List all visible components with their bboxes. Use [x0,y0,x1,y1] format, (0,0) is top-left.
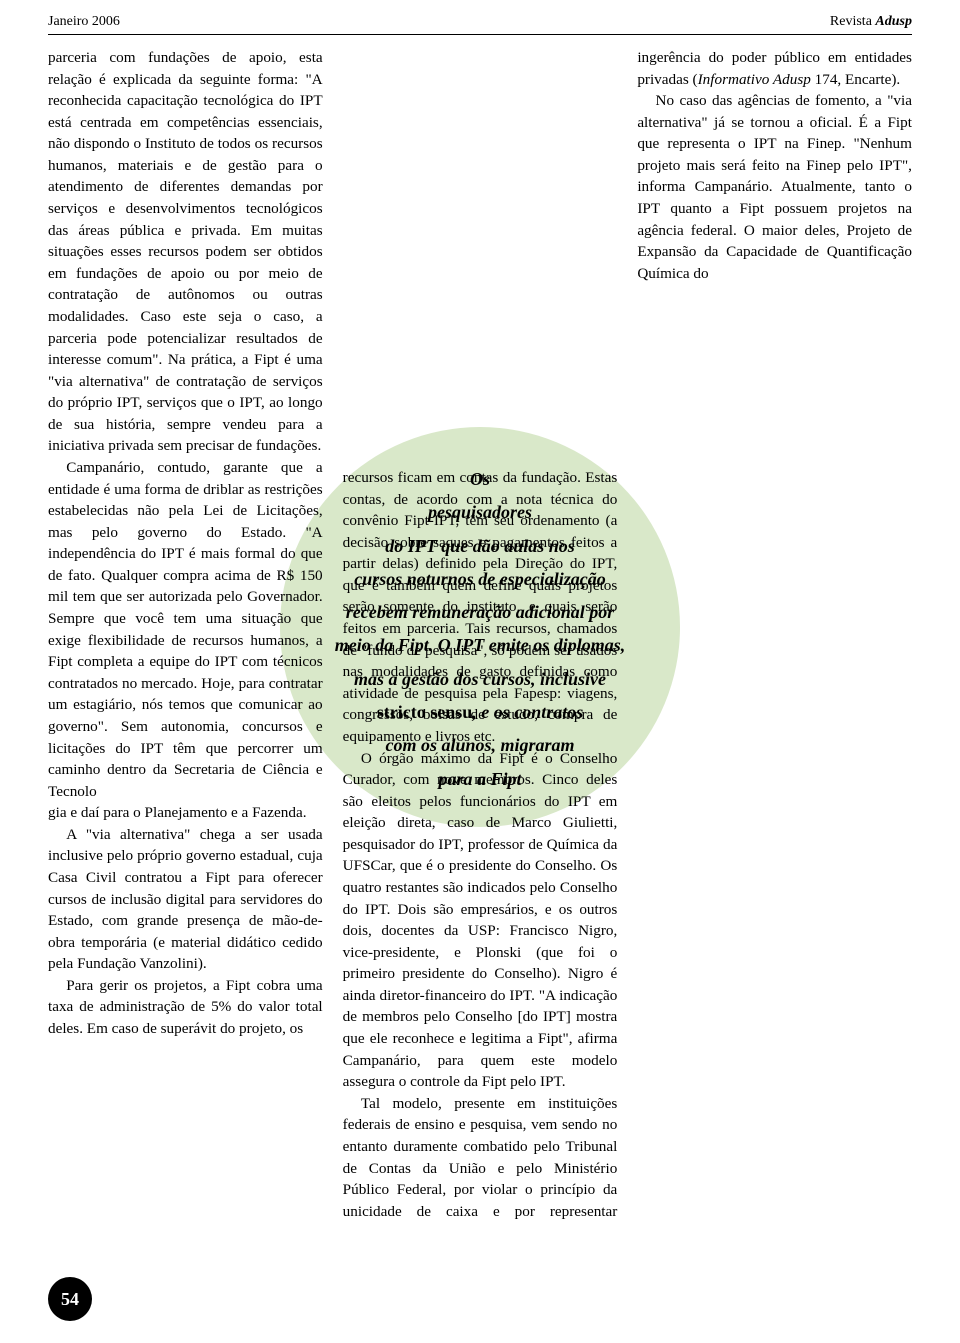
page-number-badge: 54 [48,1277,92,1321]
col2-p1a: gia e daí para o Planejamento e a Fazend… [48,804,307,821]
callout-spacer [343,47,618,467]
col3-p3: No caso das agências de fomento, a "via … [637,90,912,284]
col2-p1c: Para gerir os projetos, a Fipt cobra uma… [48,975,323,1040]
callout-quote: Ospesquisadoresdo IPT que dão aulas nosc… [288,463,672,796]
page-header: Janeiro 2006 Revista Adusp [0,0,960,34]
page-number: 54 [61,1289,79,1310]
header-date: Janeiro 2006 [48,14,120,30]
header-rule [48,34,912,35]
header-pub: Revista Adusp [830,14,912,30]
content-area: Ospesquisadoresdo IPT que dão aulas nosc… [0,47,960,1247]
header-revista: Revista [830,14,876,29]
col3-p2a: O órgão máximo da Fipt é o Conselho Cura… [343,748,618,1093]
col1-p2: Campanário, contudo, garante que a entid… [48,457,323,802]
header-adusp: Adusp [875,14,912,29]
col2-p1b: A "via alternativa" chega a ser usada in… [48,824,323,975]
col1-p1: parceria com fundações de apoio, esta re… [48,49,323,454]
